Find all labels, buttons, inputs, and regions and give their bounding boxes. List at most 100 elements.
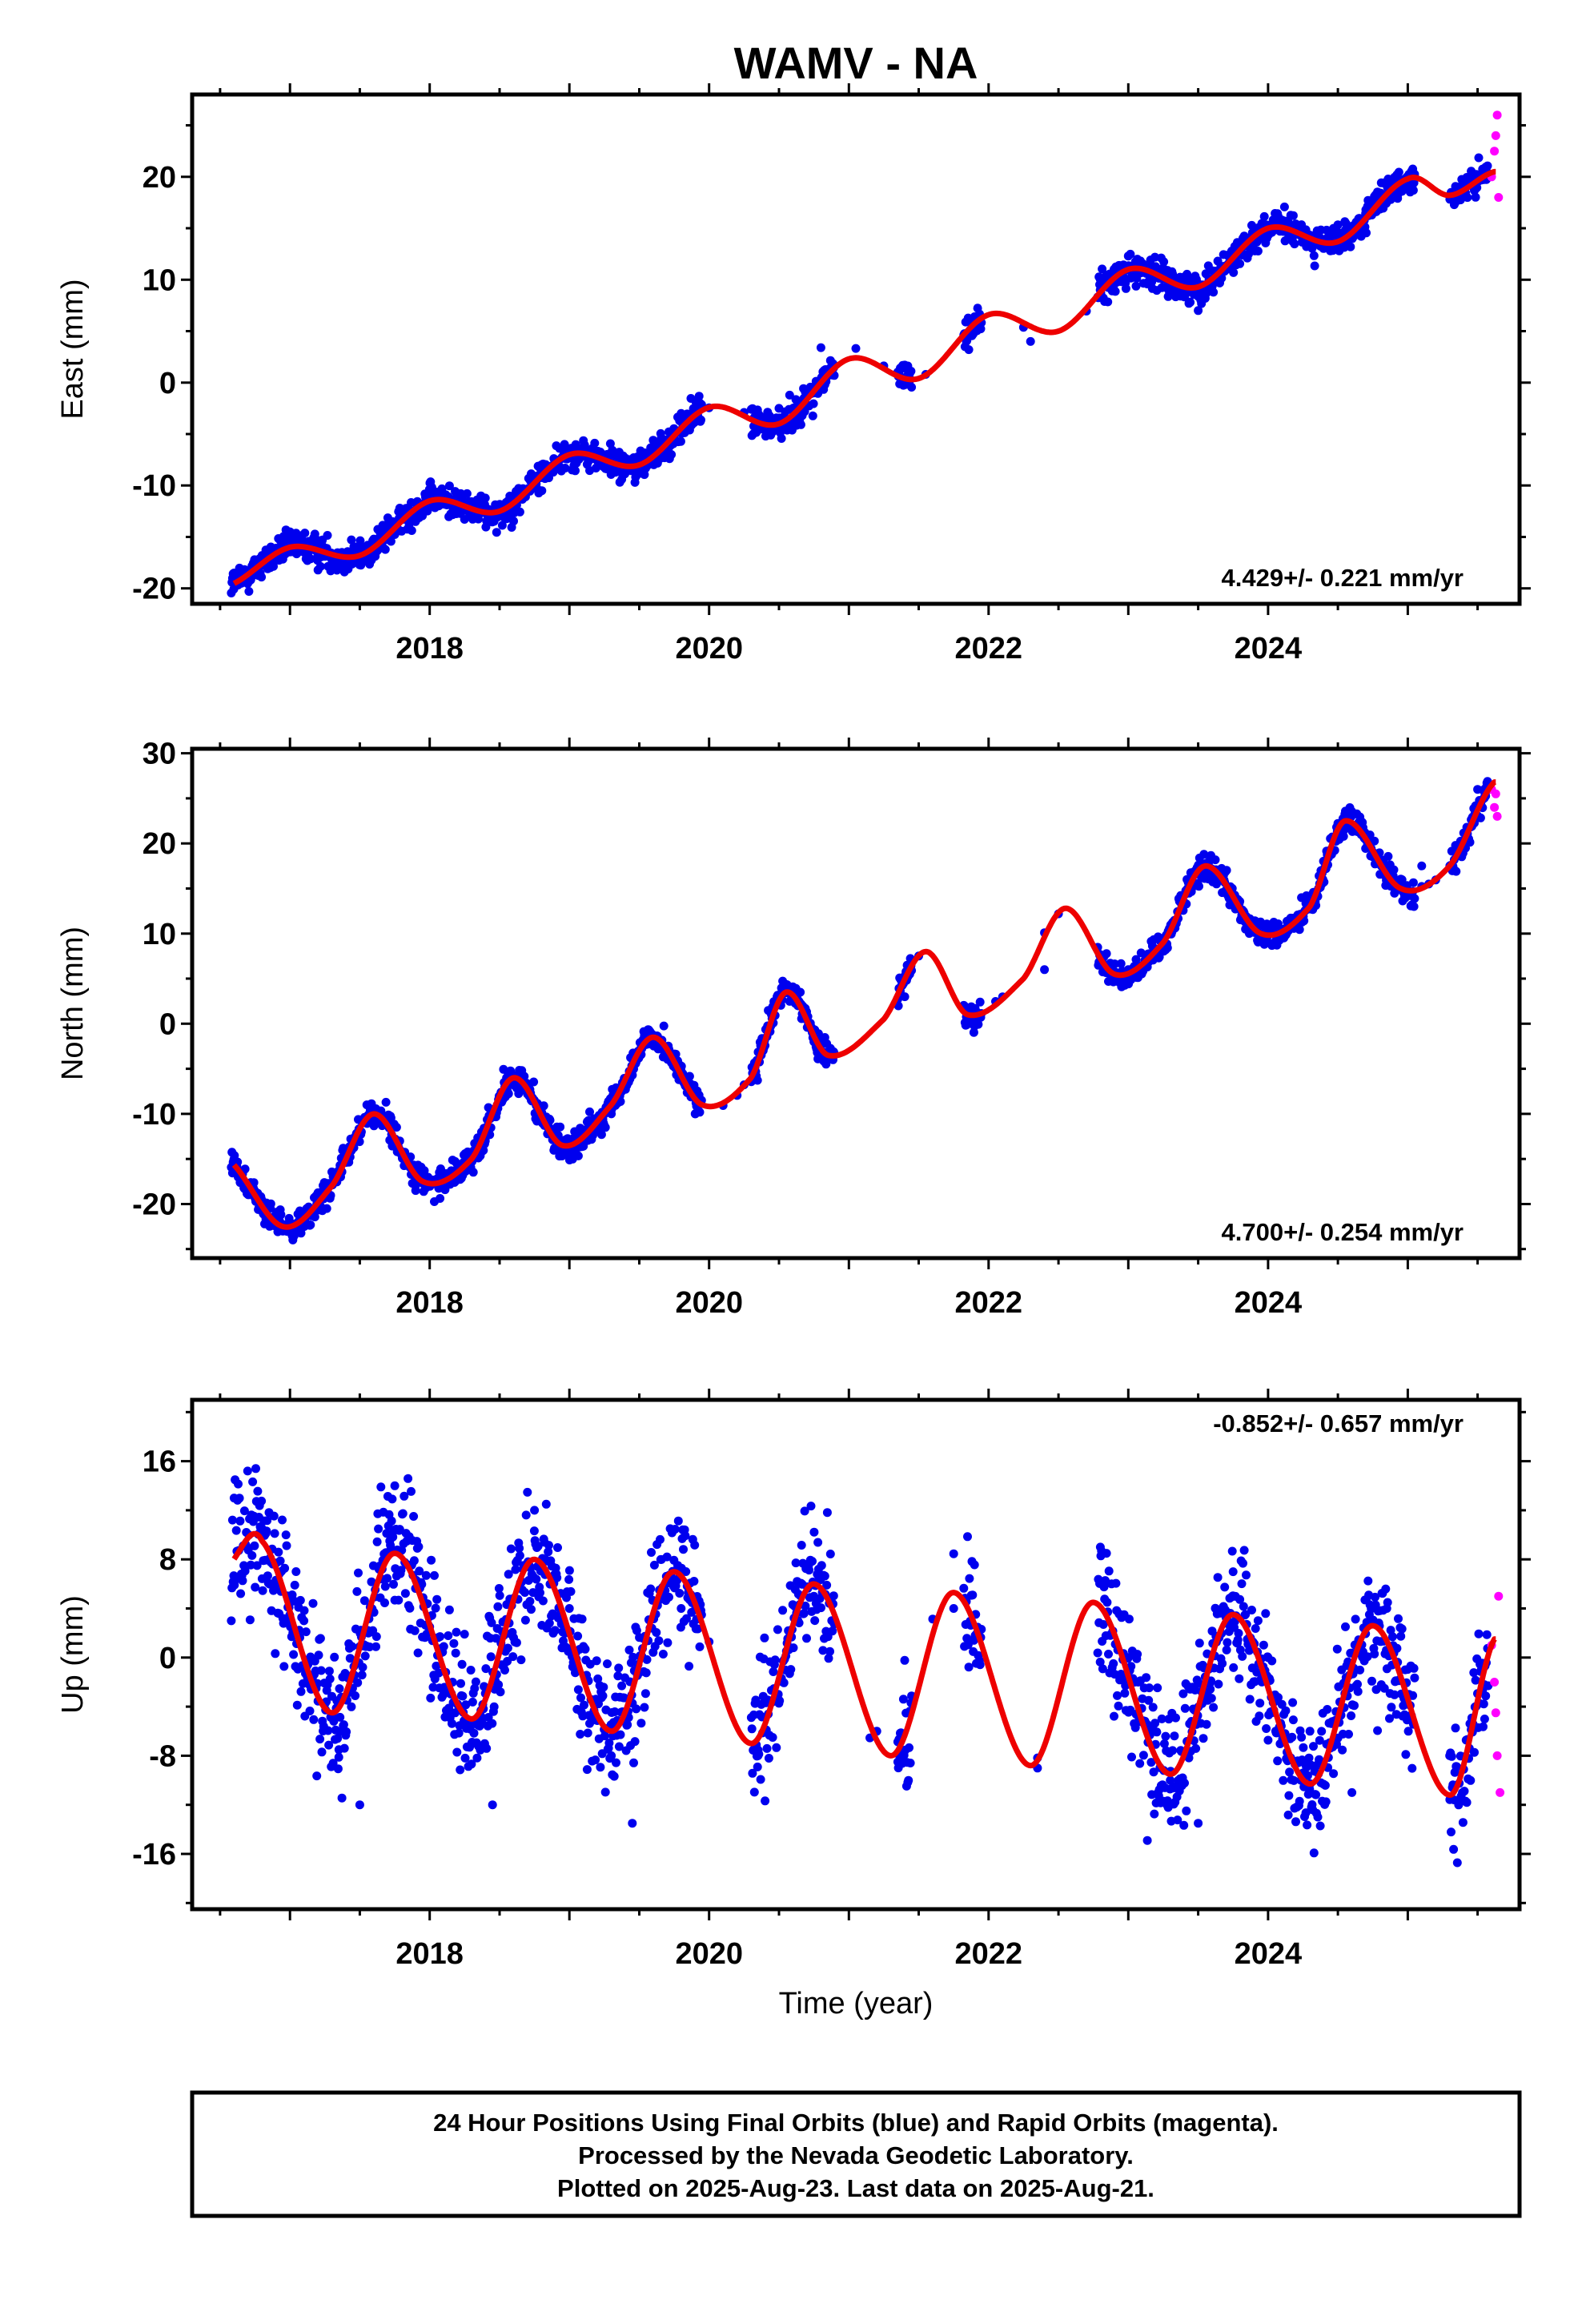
data-point bbox=[906, 367, 916, 376]
data-point bbox=[681, 1531, 690, 1541]
data-point bbox=[791, 1558, 801, 1568]
data-point bbox=[468, 1168, 478, 1177]
data-point bbox=[556, 1122, 565, 1132]
data-point bbox=[796, 420, 805, 429]
data-point bbox=[1474, 1629, 1484, 1638]
data-point bbox=[323, 531, 332, 540]
data-point bbox=[1379, 1683, 1389, 1693]
data-point bbox=[801, 1601, 810, 1610]
data-point bbox=[675, 1589, 685, 1598]
data-point bbox=[466, 1666, 476, 1675]
data-point bbox=[1186, 298, 1195, 307]
data-point bbox=[426, 1693, 436, 1703]
data-point bbox=[1363, 1576, 1373, 1586]
data-point bbox=[603, 1659, 612, 1669]
data-point bbox=[810, 1616, 820, 1626]
data-point bbox=[809, 1527, 819, 1537]
data-point bbox=[1274, 1693, 1283, 1703]
data-point bbox=[1098, 1620, 1108, 1629]
data-point bbox=[1173, 1815, 1182, 1825]
y-tick-label: 8 bbox=[159, 1543, 176, 1577]
data-point bbox=[380, 545, 390, 554]
data-point bbox=[596, 1130, 606, 1140]
data-point bbox=[234, 1479, 243, 1489]
figure-title: WAMV - NA bbox=[734, 38, 978, 88]
data-point bbox=[640, 1689, 650, 1699]
data-point bbox=[1131, 281, 1141, 291]
data-point bbox=[748, 1768, 757, 1778]
x-tick-label: 2022 bbox=[955, 1937, 1023, 1971]
data-point bbox=[1363, 1652, 1372, 1662]
data-point bbox=[1234, 1629, 1243, 1638]
data-point bbox=[1159, 257, 1169, 267]
data-point bbox=[376, 1482, 386, 1492]
data-point bbox=[689, 1577, 699, 1586]
data-point bbox=[775, 1696, 785, 1706]
data-point bbox=[1237, 1579, 1247, 1589]
data-point bbox=[665, 1592, 673, 1602]
data-point bbox=[1148, 1703, 1158, 1712]
data-point bbox=[609, 1771, 619, 1781]
data-point bbox=[300, 529, 310, 538]
data-point bbox=[949, 1604, 958, 1613]
data-point bbox=[580, 1644, 590, 1654]
data-point bbox=[623, 1720, 632, 1730]
data-point bbox=[398, 1509, 408, 1518]
data-point bbox=[636, 1719, 646, 1728]
data-point bbox=[1471, 192, 1480, 202]
data-point bbox=[1297, 1732, 1307, 1742]
data-point bbox=[371, 1642, 380, 1651]
data-point bbox=[1288, 1715, 1298, 1725]
data-point bbox=[1149, 1767, 1158, 1777]
data-point bbox=[1317, 1727, 1327, 1736]
data-point bbox=[299, 1606, 309, 1615]
data-point bbox=[1095, 1657, 1105, 1667]
data-point bbox=[1253, 247, 1263, 255]
data-point bbox=[900, 992, 909, 1002]
data-point bbox=[658, 1650, 668, 1659]
data-point bbox=[585, 1107, 594, 1116]
data-point bbox=[276, 1210, 286, 1220]
data-point bbox=[506, 1544, 516, 1554]
data-point bbox=[753, 1076, 762, 1085]
north-plot-area bbox=[227, 777, 1502, 1244]
data-point bbox=[1178, 1689, 1188, 1699]
data-point bbox=[347, 1702, 356, 1711]
data-point bbox=[1235, 259, 1245, 268]
data-point bbox=[1277, 1699, 1287, 1709]
data-point bbox=[391, 1123, 401, 1132]
data-point bbox=[290, 1580, 299, 1590]
data-point bbox=[333, 1764, 343, 1774]
data-point bbox=[390, 1481, 400, 1490]
data-point bbox=[649, 1560, 659, 1570]
data-point bbox=[614, 1742, 624, 1751]
data-point bbox=[1452, 866, 1461, 876]
data-point bbox=[800, 1506, 809, 1516]
data-point bbox=[1235, 1674, 1244, 1683]
data-point bbox=[1253, 1616, 1263, 1626]
data-point bbox=[456, 1679, 465, 1688]
data-point bbox=[462, 489, 472, 498]
rapid-data-point bbox=[1496, 1787, 1505, 1797]
y-tick-label: 20 bbox=[143, 161, 176, 195]
data-point bbox=[1279, 202, 1289, 211]
data-point bbox=[1127, 1752, 1136, 1762]
data-point bbox=[662, 1552, 672, 1562]
data-point bbox=[413, 1648, 423, 1658]
data-point bbox=[515, 1543, 524, 1553]
data-point bbox=[239, 1506, 249, 1516]
data-point bbox=[351, 1691, 360, 1700]
data-point bbox=[1291, 1817, 1300, 1827]
data-point bbox=[396, 1566, 406, 1575]
data-point bbox=[482, 1743, 492, 1753]
data-point bbox=[1481, 1691, 1491, 1701]
model-fit-line bbox=[231, 1530, 1498, 1798]
data-point bbox=[432, 1594, 442, 1604]
data-point bbox=[410, 1626, 420, 1635]
up-plot-area bbox=[227, 1464, 1505, 1868]
rapid-data-point bbox=[1491, 789, 1500, 798]
data-point bbox=[1239, 1558, 1247, 1568]
data-point bbox=[495, 1590, 504, 1600]
data-point bbox=[694, 392, 704, 401]
